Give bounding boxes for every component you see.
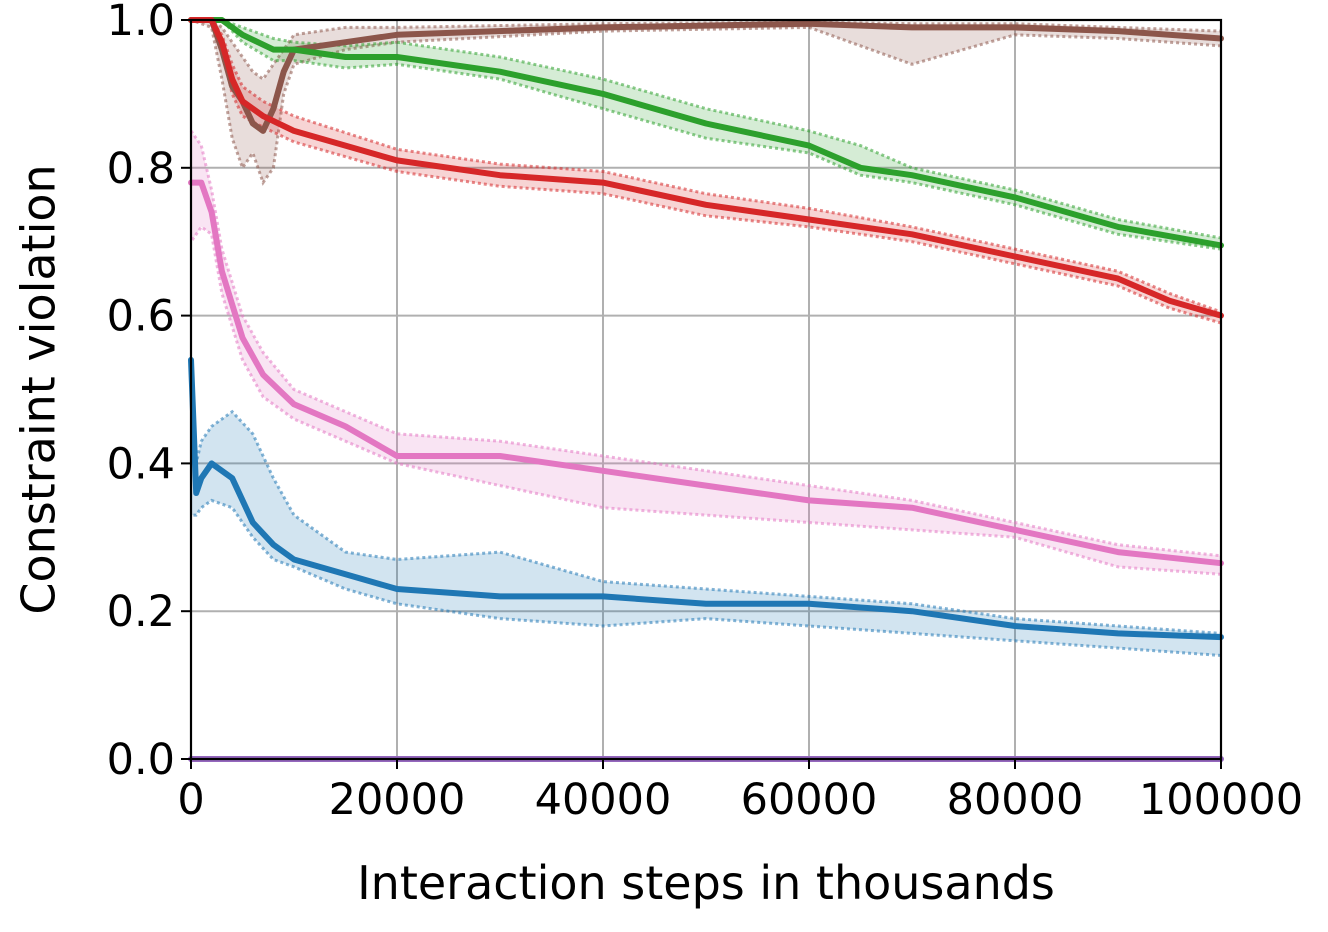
series-band-1 (191, 20, 1221, 250)
series-band-upper-0 (191, 18, 1222, 82)
y-tick-label: 0.2 (107, 587, 175, 637)
confidence-bands (189, 18, 1222, 657)
series-band-lower-0 (190, 18, 1222, 186)
series-line-3 (188, 179, 1224, 567)
x-axis-label: Interaction steps in thousands (357, 856, 1055, 910)
series-band-upper-4 (189, 359, 1222, 635)
x-tick-label: 40000 (535, 775, 672, 825)
series-band-upper-2 (191, 18, 1222, 314)
series-band-lower-3 (189, 224, 1222, 576)
x-tick-label: 0 (177, 775, 204, 825)
series-line-2 (188, 17, 1224, 319)
series-band-upper-3 (189, 130, 1222, 558)
axis-ticks: 0 20000 40000 60000 80000 100000 0.0 0.2 0.4 0.6 0… (107, 0, 1303, 825)
x-tick-label: 60000 (741, 775, 878, 825)
y-tick-label: 1.0 (107, 0, 175, 46)
series-line-4 (188, 356, 1224, 641)
x-tick-label: 80000 (947, 775, 1084, 825)
series-band-3 (191, 130, 1221, 575)
plot-frame (189, 18, 1223, 761)
series-band-lower-4 (191, 498, 1222, 657)
y-tick-label: 0.8 (107, 144, 175, 194)
y-axis-label: Constraint violation (12, 164, 66, 614)
series-band-upper-1 (191, 18, 1222, 240)
y-tick-label: 0.0 (107, 735, 175, 785)
y-tick-label: 0.4 (107, 439, 175, 489)
series-band-4 (191, 359, 1221, 656)
y-tick-label: 0.6 (107, 292, 175, 342)
series-line-1 (188, 17, 1224, 249)
x-tick-label: 100000 (1139, 775, 1303, 825)
x-tick-label: 20000 (329, 775, 466, 825)
